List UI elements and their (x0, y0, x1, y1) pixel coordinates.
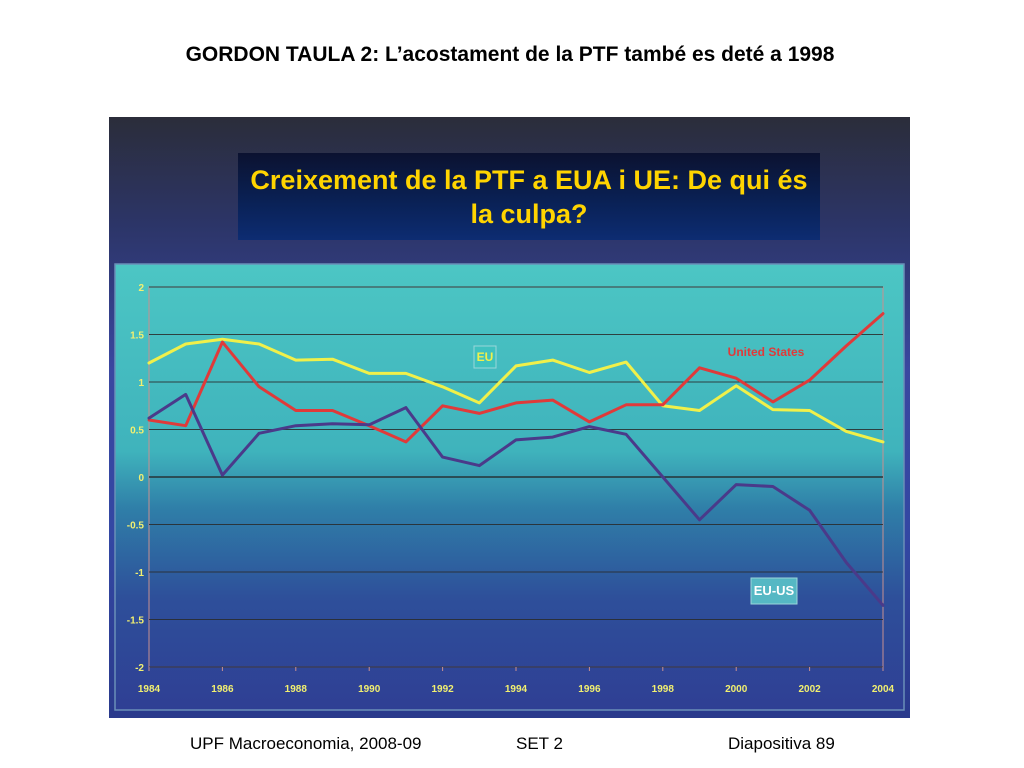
x-tick-label: 1994 (505, 684, 528, 695)
footer-set: SET 2 (516, 734, 563, 753)
x-tick-label: 1986 (211, 684, 234, 695)
y-tick-label: -1.5 (127, 616, 145, 627)
x-tick-label: 1996 (578, 684, 601, 695)
series-line-eu-us (147, 392, 885, 607)
y-tick-label: -2 (135, 663, 144, 674)
y-tick-label: 2 (138, 283, 144, 294)
series-line-eu (147, 337, 885, 444)
y-tick-label: -1 (135, 568, 144, 579)
x-tick-label: 2004 (872, 684, 895, 695)
chart-background (114, 263, 905, 711)
series-line-united-states (147, 312, 885, 444)
y-tick-label: 1.5 (130, 331, 144, 342)
series-label: United States (728, 345, 805, 359)
x-tick-label: 2000 (725, 684, 748, 695)
x-tick-label: 1998 (652, 684, 675, 695)
series-label-box (750, 577, 798, 605)
y-tick-label: 0 (138, 473, 144, 484)
x-tick-label: 2002 (798, 684, 821, 695)
slide-title: GORDON TAULA 2: L’acostament de la PTF t… (185, 43, 835, 66)
footer-slide-number: Diapositiva 89 (728, 734, 835, 753)
chart-title: Creixement de la PTF a EUA i UE: De qui … (238, 153, 820, 240)
y-tick-label: 1 (138, 378, 144, 389)
y-tick-label: 0.5 (130, 426, 144, 437)
y-tick-label: -0.5 (127, 521, 145, 532)
x-tick-label: 1988 (285, 684, 308, 695)
footer-course: UPF Macroeconomia, 2008-09 (190, 734, 422, 753)
series-label: EU (477, 350, 494, 364)
x-tick-label: 1992 (431, 684, 454, 695)
series-label-box (473, 345, 497, 369)
x-tick-label: 1990 (358, 684, 381, 695)
series-label: EU-US (754, 583, 795, 598)
x-tick-label: 1984 (138, 684, 161, 695)
